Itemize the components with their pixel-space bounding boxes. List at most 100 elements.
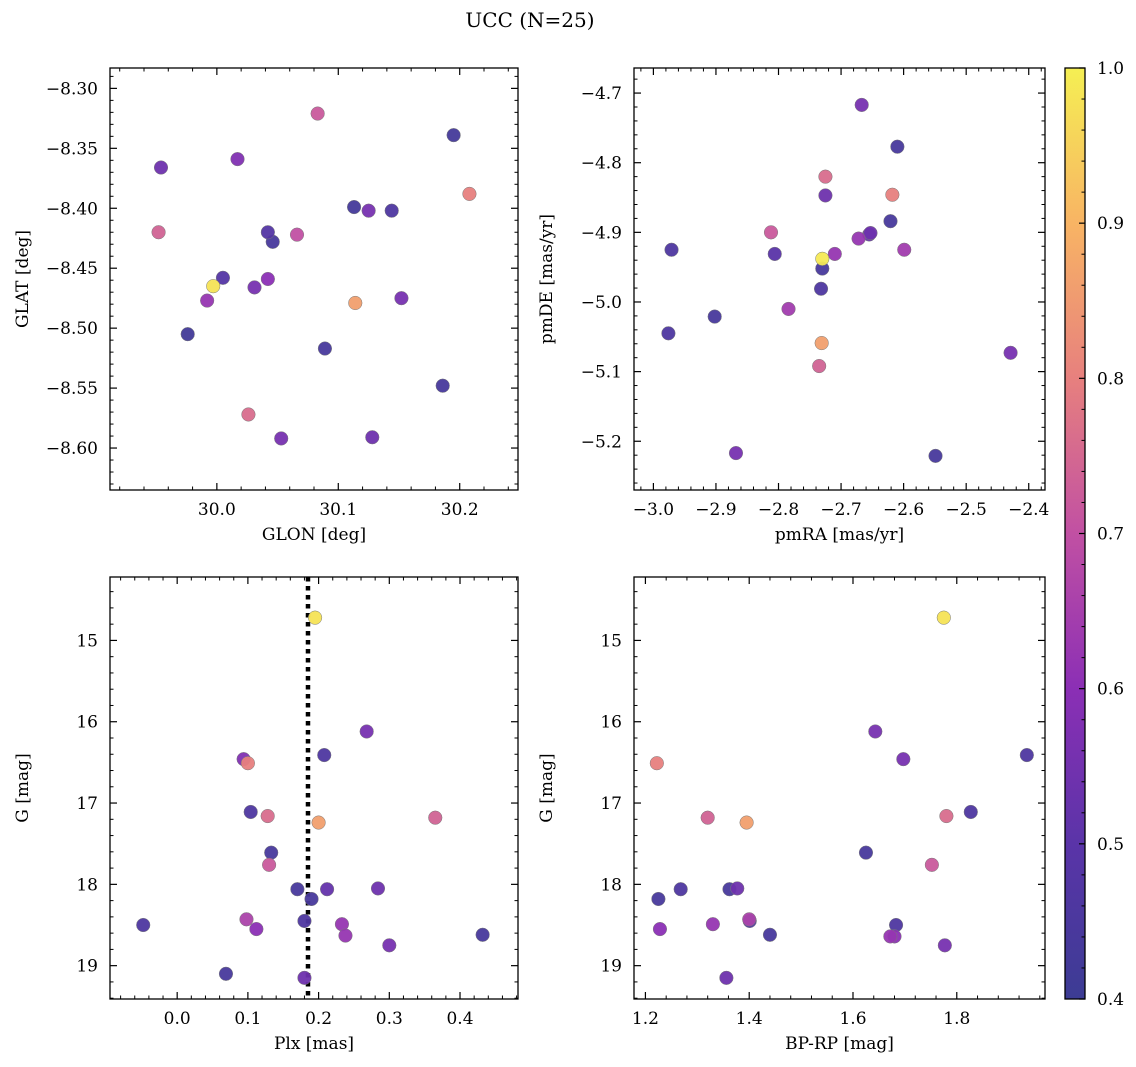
data-point <box>310 106 325 121</box>
colorbar-tick-label: 0.4 <box>1097 990 1124 1010</box>
y-tick-label: −8.55 <box>46 379 98 399</box>
colorbar-tick-label: 0.6 <box>1097 680 1124 700</box>
data-point <box>851 231 866 246</box>
x-tick-label: 0.3 <box>376 1009 403 1029</box>
data-point <box>240 756 255 771</box>
data-point <box>260 271 275 287</box>
figure-title: UCC (N=25) <box>465 8 594 32</box>
data-point <box>361 203 376 218</box>
y-axis-label: G [mag] <box>537 753 557 822</box>
data-point <box>317 341 332 356</box>
y-tick-label: 17 <box>600 794 622 814</box>
data-point <box>818 169 833 184</box>
data-point <box>241 407 256 422</box>
data-point <box>348 295 363 311</box>
data-point <box>180 327 195 342</box>
data-point <box>813 281 829 296</box>
data-point <box>885 187 900 202</box>
x-tick-label: 0.4 <box>446 1009 473 1029</box>
axes-frame <box>633 576 1046 1000</box>
y-tick-label: −5.2 <box>581 432 622 452</box>
colorbar-tick-label: 0.8 <box>1097 369 1124 389</box>
data-point <box>661 326 676 341</box>
data-point <box>896 752 911 767</box>
x-tick-label: 30.0 <box>198 500 236 520</box>
x-tick-label: 1.2 <box>632 1009 659 1029</box>
data-point <box>262 857 277 872</box>
x-tick-label: 1.8 <box>943 1009 970 1029</box>
data-point <box>297 913 312 928</box>
data-point <box>475 927 490 942</box>
data-point <box>435 378 450 393</box>
data-point <box>370 881 386 896</box>
data-point <box>827 246 842 261</box>
data-point <box>924 857 939 872</box>
y-tick-label: −8.35 <box>46 139 98 159</box>
data-point <box>215 270 230 285</box>
x-tick-label: −3.0 <box>633 500 674 520</box>
y-axis-label: GLAT [deg] <box>13 230 33 328</box>
y-tick-label: 16 <box>76 713 98 733</box>
data-point <box>928 448 943 463</box>
data-point <box>705 917 720 932</box>
data-point <box>382 938 397 953</box>
data-point <box>290 882 305 897</box>
data-point <box>700 810 715 825</box>
y-tick-label: 17 <box>76 794 98 814</box>
x-tick-label: −2.7 <box>820 500 861 520</box>
data-point <box>446 128 461 143</box>
data-point <box>858 845 874 860</box>
data-point <box>707 309 722 324</box>
data-point <box>939 809 954 824</box>
x-axis-label: Plx [mas] <box>274 1034 354 1054</box>
data-point <box>719 970 734 985</box>
data-point <box>963 804 978 820</box>
data-point <box>304 891 319 907</box>
data-point <box>317 748 332 763</box>
y-tick-label: −5.0 <box>581 293 622 313</box>
data-point <box>338 928 353 943</box>
colorbar-tick-label: 1.0 <box>1097 59 1124 79</box>
y-tick-label: −8.50 <box>46 319 98 339</box>
colorbar: 0.4 0.5 0.6 0.7 0.8 0.9 1.0 <box>1064 59 1124 1010</box>
data-point <box>812 358 827 374</box>
x-axis-label: BP-RP [mag] <box>785 1034 894 1054</box>
axes-frame <box>109 576 519 1000</box>
data-point <box>239 912 254 927</box>
data-point <box>863 225 878 241</box>
y-tick-label: −8.45 <box>46 259 98 279</box>
data-point <box>897 242 912 257</box>
y-tick-label: −8.40 <box>46 199 98 219</box>
x-tick-label: 30.1 <box>319 500 357 520</box>
y-tick-label: 16 <box>600 713 622 733</box>
data-point <box>728 446 744 461</box>
y-tick-label: −4.8 <box>581 154 622 174</box>
y-tick-label: −4.7 <box>581 84 622 104</box>
data-point <box>260 225 275 240</box>
data-point <box>762 927 778 942</box>
data-point <box>1019 748 1034 763</box>
data-point <box>384 203 399 218</box>
y-tick-label: −4.9 <box>581 223 622 243</box>
y-tick-label: 19 <box>76 957 98 977</box>
data-point <box>136 917 151 933</box>
y-tick-label: 15 <box>76 631 98 651</box>
x-axis-label: GLON [deg] <box>262 525 366 545</box>
x-tick-label: 1.6 <box>839 1009 866 1029</box>
data-point <box>462 186 477 201</box>
data-point <box>243 804 258 820</box>
y-tick-label: −5.1 <box>581 363 622 383</box>
data-point <box>289 227 305 242</box>
data-point <box>308 610 323 625</box>
data-point <box>730 881 745 896</box>
data-point <box>260 809 275 824</box>
data-point <box>664 242 679 257</box>
axes-frame <box>109 67 519 491</box>
data-point <box>347 200 362 215</box>
data-point <box>428 810 443 825</box>
x-tick-label: 30.2 <box>441 500 479 520</box>
x-tick-label: 1.4 <box>736 1009 763 1029</box>
data-point <box>883 214 898 229</box>
y-tick-label: 18 <box>600 875 622 895</box>
colorbar-tick-label: 0.9 <box>1097 214 1124 234</box>
